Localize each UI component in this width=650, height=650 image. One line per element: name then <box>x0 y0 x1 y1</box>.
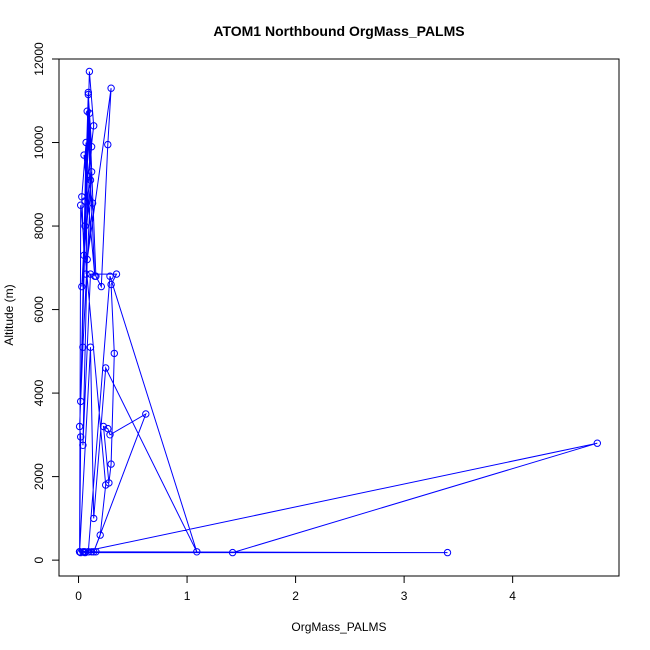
y-tick-label: 2000 <box>32 463 46 490</box>
data-point <box>79 343 87 351</box>
data-point <box>107 280 115 289</box>
series-line <box>78 71 598 554</box>
x-tick-label: 1 <box>184 589 191 603</box>
data-point <box>86 343 95 351</box>
data-point <box>84 88 93 97</box>
data-point <box>593 439 601 447</box>
data-point <box>77 397 85 406</box>
y-tick-label: 4000 <box>32 379 46 406</box>
data-point <box>110 349 119 358</box>
chart-title: ATOM1 Northbound OrgMass_PALMS <box>213 23 464 39</box>
data-point <box>81 222 89 230</box>
data-point <box>81 197 89 205</box>
data-point <box>83 107 91 115</box>
data-point <box>104 140 112 149</box>
data-point <box>97 282 106 291</box>
data-point <box>106 431 114 439</box>
y-tick-label: 8000 <box>32 212 46 239</box>
data-point <box>79 441 87 449</box>
data-point <box>106 272 114 280</box>
y-tick-label: 6000 <box>32 296 46 323</box>
data-point <box>102 364 110 372</box>
data-point <box>443 548 452 557</box>
data-point <box>112 270 121 278</box>
data-point <box>75 548 84 556</box>
y-axis-label: Altitude (m) <box>2 284 16 345</box>
data-point <box>87 168 96 176</box>
x-axis: 0 1 2 3 4 <box>75 575 516 603</box>
data-point <box>90 514 98 523</box>
x-axis-label: OrgMass_PALMS <box>291 620 386 634</box>
data-point <box>96 531 104 539</box>
y-axis: 0 2000 4000 6000 8000 10000 12000 <box>32 42 60 563</box>
x-tick-label: 3 <box>401 589 408 603</box>
data-point <box>77 201 85 209</box>
data-point <box>193 548 201 556</box>
data-point <box>92 548 100 556</box>
x-tick-label: 4 <box>509 589 516 603</box>
y-tick-label: 0 <box>32 556 46 563</box>
data-point <box>228 548 237 557</box>
data-point <box>82 270 90 278</box>
data-point <box>90 548 98 556</box>
data-point <box>107 460 115 468</box>
data-point <box>83 255 91 264</box>
data-point <box>102 481 110 489</box>
data-point <box>99 422 108 431</box>
data-point <box>82 138 90 147</box>
data-point <box>104 424 112 433</box>
data-point <box>77 433 85 441</box>
data-point <box>78 282 86 291</box>
series-layer <box>75 67 601 557</box>
data-point <box>87 143 96 151</box>
data-point <box>85 67 94 76</box>
data-point <box>77 548 85 557</box>
data-point <box>86 176 95 184</box>
data-point <box>90 122 98 130</box>
x-tick-label: 2 <box>292 589 299 603</box>
data-point <box>75 422 84 431</box>
data-point <box>88 199 97 207</box>
data-point <box>85 109 94 118</box>
data-point <box>107 84 115 92</box>
data-point <box>81 548 89 556</box>
x-tick-label: 0 <box>75 589 82 603</box>
data-point <box>80 151 88 159</box>
y-tick-label: 12000 <box>32 42 46 76</box>
data-point <box>84 90 93 99</box>
data-point <box>142 410 150 418</box>
data-point <box>84 548 93 556</box>
data-point <box>86 270 95 278</box>
y-tick-label: 10000 <box>32 126 46 160</box>
